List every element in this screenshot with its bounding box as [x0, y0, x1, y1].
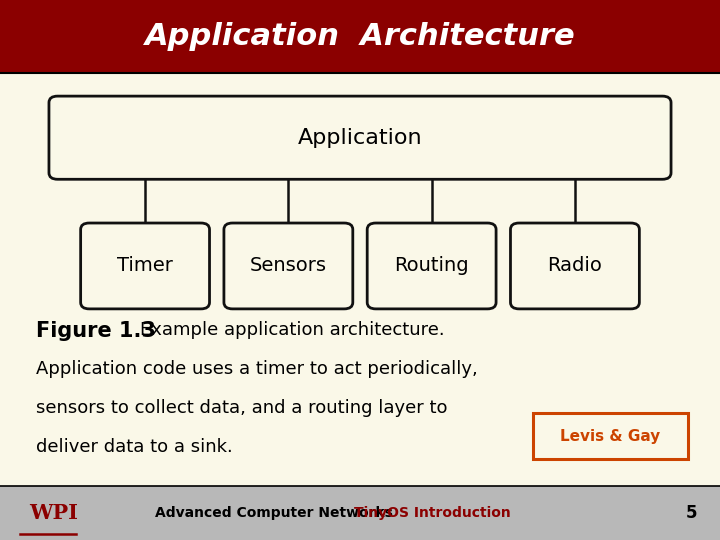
Text: Routing: Routing [395, 256, 469, 275]
Bar [0, 73, 720, 486]
Bar [0, 0, 720, 73]
FancyBboxPatch shape [367, 223, 496, 309]
Text: sensors to collect data, and a routing layer to: sensors to collect data, and a routing l… [36, 399, 448, 417]
Text: Sensors: Sensors [250, 256, 327, 275]
FancyBboxPatch shape [81, 223, 210, 309]
Text: Example application architecture.: Example application architecture. [140, 321, 445, 339]
Text: Application  Architecture: Application Architecture [145, 22, 575, 51]
Bar [0, 486, 720, 540]
Text: Timer: Timer [117, 256, 173, 275]
FancyBboxPatch shape [510, 223, 639, 309]
Text: Application code uses a timer to act periodically,: Application code uses a timer to act per… [36, 360, 478, 378]
Text: Figure 1.3: Figure 1.3 [36, 321, 156, 341]
Text: WPI: WPI [29, 503, 78, 523]
Text: Levis & Gay: Levis & Gay [560, 429, 660, 443]
FancyBboxPatch shape [49, 96, 671, 179]
FancyBboxPatch shape [533, 413, 688, 459]
Text: Radio: Radio [547, 256, 603, 275]
Text: TinyOS Introduction: TinyOS Introduction [354, 506, 510, 520]
Text: Application: Application [297, 127, 423, 148]
Text: Advanced Computer Networks: Advanced Computer Networks [155, 506, 392, 520]
Text: deliver data to a sink.: deliver data to a sink. [36, 438, 233, 456]
FancyBboxPatch shape [224, 223, 353, 309]
Text: 5: 5 [685, 504, 697, 522]
